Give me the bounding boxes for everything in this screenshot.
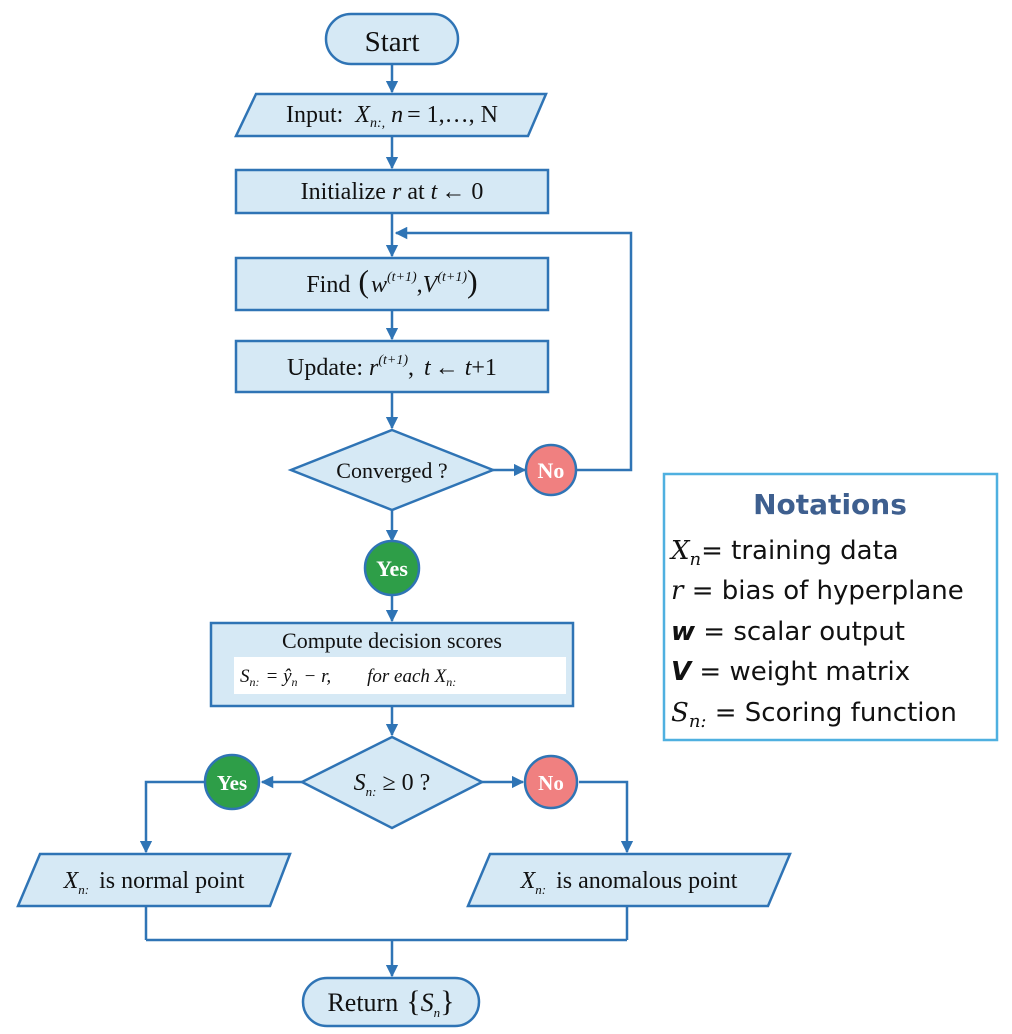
notation-item-w: w = scalar output	[671, 617, 905, 647]
compute-node: Compute decision scores Sn: = ŷn − r, for e…	[209, 621, 575, 708]
decision-label: Sn: ≥ 0 ?	[354, 770, 431, 799]
compute-formula-box	[234, 657, 566, 694]
normal-node: Xn: is normal point	[16, 852, 292, 908]
start-label: Start	[365, 26, 420, 58]
compute-title: Compute decision scores	[282, 628, 502, 653]
decision-no-badge: No	[523, 754, 579, 810]
init-node: Initialize r at t ← 0	[234, 168, 550, 215]
edge-yes-normal	[139, 780, 204, 854]
edge-no-loop-back	[394, 226, 633, 472]
init-label: Initialize r at t ← 0	[301, 179, 484, 205]
converged-label: Converged ?	[336, 458, 447, 483]
input-label: Input: Xn:, n = 1,…, N	[286, 102, 498, 131]
notation-item-r: r = bias of hyperplane	[671, 576, 964, 606]
converged-no-badge: No	[524, 443, 578, 497]
converged-yes-label: Yes	[376, 556, 408, 581]
anomalous-node: Xn: is anomalous point	[466, 852, 792, 908]
notations-title: Notations	[753, 488, 907, 521]
notation-item-s: Sn: = Scoring function	[671, 698, 957, 732]
decision-node: Sn: ≥ 0 ?	[299, 735, 485, 830]
notation-item-v: V = weight matrix	[671, 657, 910, 687]
decision-yes-badge: Yes	[203, 753, 261, 811]
converged-node: Converged ?	[287, 428, 497, 512]
notation-item-x: Xn= training data	[669, 536, 899, 570]
edge-no-anomalous	[579, 780, 634, 854]
return-node: Return {Sn}	[301, 976, 481, 1028]
converged-no-label: No	[538, 458, 565, 483]
find-label: Find (w(t+1),V(t+1))	[306, 263, 477, 299]
edges	[139, 64, 634, 978]
anomalous-label: Xn: is anomalous point	[520, 868, 738, 897]
update-node: Update: r(t+1), t ← t+1	[234, 339, 550, 394]
update-label: Update: r(t+1), t ← t+1	[287, 353, 497, 381]
decision-no-label: No	[538, 771, 564, 795]
decision-yes-label: Yes	[217, 771, 247, 795]
find-node: Find (w(t+1),V(t+1))	[234, 256, 550, 312]
normal-label: Xn: is normal point	[63, 868, 245, 897]
start-node: Start	[324, 12, 460, 66]
compute-formula: Sn: = ŷn − r, for each Xn:	[240, 666, 456, 689]
input-node: Input: Xn:, n = 1,…, N	[234, 92, 548, 138]
return-label: Return {Sn}	[327, 985, 454, 1020]
converged-yes-badge: Yes	[363, 539, 421, 597]
notations-panel: Notations Xn= training data r = bias of …	[662, 472, 999, 742]
